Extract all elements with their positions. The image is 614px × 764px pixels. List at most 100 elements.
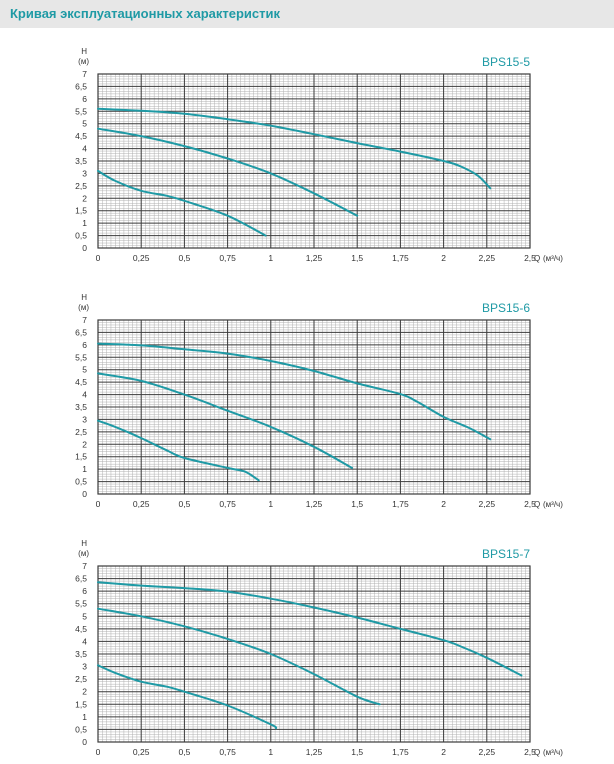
x-tick-label: 2 [441, 499, 446, 509]
x-axis-label: Q [534, 748, 540, 757]
y-tick-label: 5,5 [75, 106, 87, 116]
x-tick-label: 1 [268, 499, 273, 509]
x-axis-label: Q [534, 254, 540, 263]
series-line-1 [97, 581, 523, 677]
x-tick-label: 1,5 [351, 747, 363, 757]
y-tick-label: 3 [82, 662, 87, 672]
x-tick-label: 2,25 [479, 253, 496, 263]
series-line-1 [97, 107, 492, 190]
x-tick-label: 1,5 [351, 253, 363, 263]
plot-frame [97, 73, 531, 249]
series-line-2 [97, 127, 359, 217]
x-tick-label: 2,5 [524, 747, 536, 757]
y-tick-label: 0 [82, 737, 87, 747]
y-tick-label: 7 [82, 69, 87, 79]
x-tick-label: 0,75 [219, 253, 236, 263]
x-tick-label: 0,75 [219, 747, 236, 757]
y-tick-label: 4,5 [75, 131, 87, 141]
x-tick-label: 0 [96, 253, 101, 263]
y-tick-label: 1 [82, 464, 87, 474]
y-tick-label: 6,5 [75, 574, 87, 584]
x-tick-label: 0,25 [133, 747, 150, 757]
y-tick-label: 6 [82, 94, 87, 104]
y-tick-label: 2 [82, 687, 87, 697]
y-tick-label: 0,5 [75, 724, 87, 734]
chart-bps15-5: 0 0,25 0,5 0,75 1 1,25 1,5 1,75 2 2,25 2,5 0 0,5 1 1,5… [75, 47, 563, 263]
x-tick-label: 1,75 [392, 747, 409, 757]
y-tick-label: 4 [82, 390, 87, 400]
chart-name: BPS15-5 [482, 55, 530, 69]
x-tick-label: 0 [96, 747, 101, 757]
y-tick-label: 3 [82, 168, 87, 178]
y-axis-label: H [81, 47, 87, 56]
series-line-2 [97, 607, 381, 706]
series-line-3 [97, 419, 260, 482]
y-tick-label: 2 [82, 439, 87, 449]
chart-bps15-7: 0 0,25 0,5 0,75 1 1,25 1,5 1,75 2 2,25 2,5 0 0,5 1 1,5… [75, 539, 563, 757]
y-tick-label: 6,5 [75, 327, 87, 337]
x-tick-label: 0,5 [178, 499, 190, 509]
x-tick-label: 1,25 [306, 747, 323, 757]
x-tick-label: 0 [96, 499, 101, 509]
y-tick-label: 4 [82, 636, 87, 646]
x-tick-label: 2,25 [479, 499, 496, 509]
x-tick-label: 2,25 [479, 747, 496, 757]
plot-frame [97, 319, 531, 495]
y-tick-label: 1,5 [75, 699, 87, 709]
y-tick-label: 4,5 [75, 624, 87, 634]
y-tick-label: 2 [82, 193, 87, 203]
x-tick-label: 2 [441, 253, 446, 263]
y-tick-label: 1,5 [75, 452, 87, 462]
series-line-3 [97, 664, 278, 730]
y-tick-label: 5,5 [75, 352, 87, 362]
y-tick-label: 4 [82, 144, 87, 154]
y-tick-label: 3 [82, 414, 87, 424]
x-tick-label: 1,75 [392, 253, 409, 263]
y-tick-label: 0 [82, 489, 87, 499]
x-tick-label: 0,25 [133, 499, 150, 509]
y-tick-label: 6,5 [75, 81, 87, 91]
y-tick-label: 2,5 [75, 427, 87, 437]
y-tick-label: 7 [82, 315, 87, 325]
y-tick-label: 3,5 [75, 156, 87, 166]
x-tick-label: 0,5 [178, 253, 190, 263]
y-tick-label: 1,5 [75, 206, 87, 216]
plot-frame [97, 565, 531, 743]
y-tick-label: 0,5 [75, 231, 87, 241]
y-axis-label: H [81, 539, 87, 548]
chart-name: BPS15-6 [482, 301, 530, 315]
y-tick-label: 1 [82, 218, 87, 228]
series-line-3 [97, 169, 267, 237]
x-tick-label: 0,75 [219, 499, 236, 509]
y-tick-label: 5 [82, 611, 87, 621]
x-tick-label: 0,5 [178, 747, 190, 757]
chart-name: BPS15-7 [482, 547, 530, 561]
y-tick-label: 7 [82, 561, 87, 571]
y-tick-label: 0,5 [75, 477, 87, 487]
series-line-1 [97, 342, 492, 441]
x-tick-label: 1,75 [392, 499, 409, 509]
page-title: Кривая эксплуатационных характеристик [10, 6, 281, 21]
y-axis-unit: (м) [78, 303, 89, 312]
x-tick-label: 0,25 [133, 253, 150, 263]
x-axis-unit: (м³/ч) [543, 748, 563, 757]
y-tick-label: 0 [82, 243, 87, 253]
y-tick-label: 5 [82, 365, 87, 375]
x-axis-unit: (м³/ч) [543, 254, 563, 263]
x-tick-label: 2 [441, 747, 446, 757]
y-tick-label: 5,5 [75, 599, 87, 609]
x-tick-label: 1 [268, 747, 273, 757]
x-tick-label: 2,5 [524, 253, 536, 263]
y-tick-label: 6 [82, 586, 87, 596]
header-bar: Кривая эксплуатационных характеристик [0, 0, 614, 28]
x-tick-label: 1,25 [306, 253, 323, 263]
y-tick-label: 2,5 [75, 181, 87, 191]
y-axis-label: H [81, 293, 87, 302]
series-line-2 [97, 372, 353, 469]
x-tick-label: 1,25 [306, 499, 323, 509]
y-axis-unit: (м) [78, 57, 89, 66]
x-axis-label: Q [534, 500, 540, 509]
y-axis-unit: (м) [78, 549, 89, 558]
y-tick-label: 6 [82, 340, 87, 350]
x-tick-label: 1 [268, 253, 273, 263]
